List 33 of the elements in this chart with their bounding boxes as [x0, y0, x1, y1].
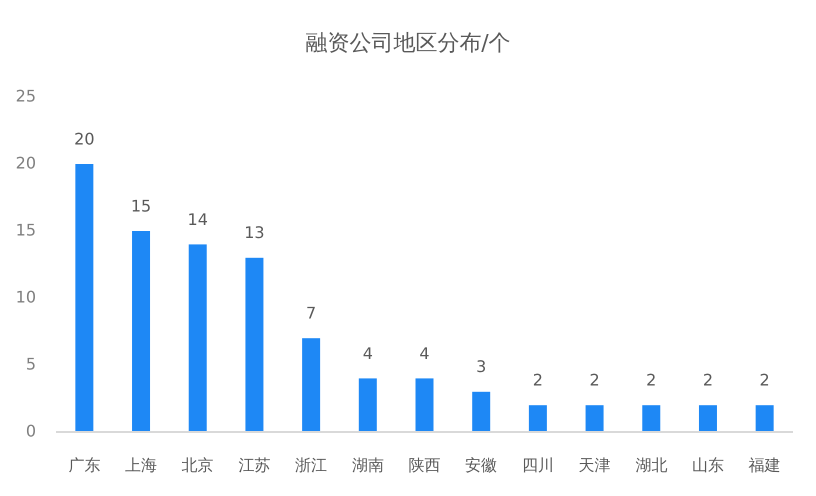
y-tick-label: 20 — [16, 153, 36, 172]
x-tick-label: 湖北 — [635, 455, 668, 474]
label: 2 — [760, 370, 770, 390]
x-tick-label: 福建 — [748, 455, 781, 474]
label: 15 — [130, 196, 152, 216]
label: 20 — [74, 129, 95, 148]
label: 2 — [589, 370, 600, 390]
x-tick-label: 山东 — [692, 455, 724, 474]
label: 14 — [188, 210, 208, 229]
x-tick-label: 上海 — [125, 455, 158, 474]
title: 融资公司地区分布/个 — [305, 31, 511, 56]
label: 7 — [306, 304, 316, 323]
x-tick-label: 浙江 — [295, 455, 328, 474]
x-tick-label: 北京 — [182, 455, 214, 474]
x-tick-label: 湖南 — [352, 455, 384, 474]
x-tick-label: 天津 — [578, 455, 611, 474]
label: 4 — [419, 344, 430, 363]
x-tick-label: 安徽 — [465, 455, 498, 474]
y-tick-label: 25 — [16, 86, 36, 106]
label: 4 — [362, 344, 373, 363]
x-tick-label: 陕西 — [408, 455, 440, 474]
y-tick-label: 10 — [16, 287, 36, 306]
label: 2 — [646, 370, 656, 390]
label: 2 — [702, 370, 714, 390]
x-tick-label: 广东 — [68, 455, 100, 474]
label: 13 — [244, 223, 265, 242]
label: 3 — [476, 357, 486, 376]
x-tick-label: 四川 — [522, 455, 554, 474]
x-tick-label: 江苏 — [238, 455, 270, 474]
y-tick-label: 5 — [26, 354, 36, 374]
label: 2 — [532, 370, 543, 390]
y-tick-label: 0 — [26, 421, 36, 440]
y-tick-label: 15 — [16, 220, 36, 240]
